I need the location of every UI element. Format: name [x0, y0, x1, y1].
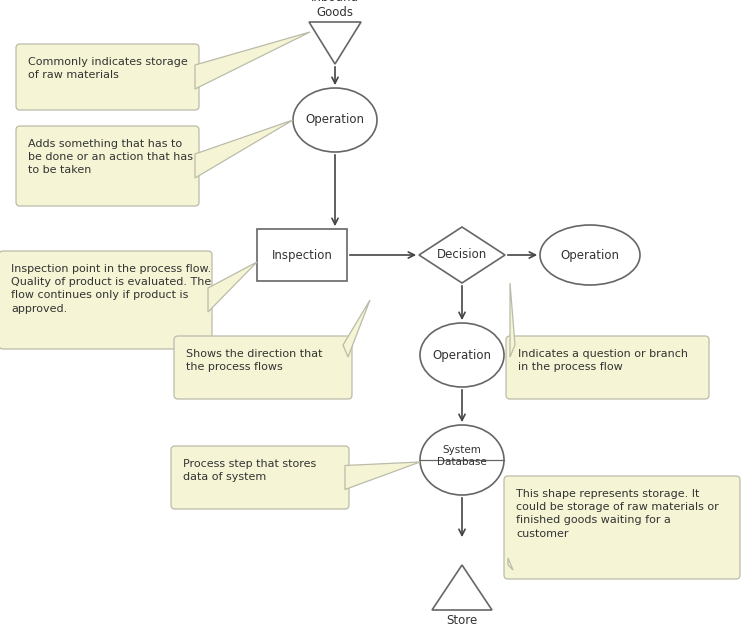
FancyBboxPatch shape [16, 126, 199, 206]
Ellipse shape [540, 225, 640, 285]
Bar [257, 229, 347, 281]
Text: Inspection point in the process flow.
Quality of product is evaluated. The
flow : Inspection point in the process flow. Qu… [11, 264, 211, 314]
Polygon shape [510, 283, 515, 357]
FancyBboxPatch shape [506, 336, 709, 399]
Text: Operation: Operation [433, 349, 491, 361]
Text: Shows the direction that
the process flows: Shows the direction that the process flo… [186, 349, 322, 372]
Polygon shape [432, 565, 492, 610]
Polygon shape [345, 462, 420, 489]
Polygon shape [195, 120, 293, 178]
Polygon shape [508, 558, 513, 570]
FancyBboxPatch shape [16, 44, 199, 110]
Text: Indicates a question or branch
in the process flow: Indicates a question or branch in the pr… [518, 349, 688, 372]
Text: Inspection: Inspection [272, 249, 332, 261]
Text: Operation: Operation [560, 249, 620, 261]
Text: Commonly indicates storage
of raw materials: Commonly indicates storage of raw materi… [28, 57, 188, 80]
Text: Decision: Decision [436, 249, 488, 261]
Text: Inbound
Goods: Inbound Goods [311, 0, 359, 19]
Polygon shape [208, 262, 257, 312]
Ellipse shape [293, 88, 377, 152]
Text: Operation: Operation [305, 114, 364, 126]
FancyBboxPatch shape [171, 446, 349, 509]
Ellipse shape [420, 425, 504, 495]
Polygon shape [343, 300, 370, 357]
FancyBboxPatch shape [504, 476, 740, 579]
Text: This shape represents storage. It
could be storage of raw materials or
finished : This shape represents storage. It could … [516, 489, 718, 539]
FancyBboxPatch shape [0, 251, 212, 349]
Text: Store: Store [446, 614, 478, 625]
Polygon shape [309, 22, 361, 64]
Text: Process step that stores
data of system: Process step that stores data of system [183, 459, 316, 482]
FancyBboxPatch shape [174, 336, 352, 399]
Polygon shape [195, 32, 310, 89]
Polygon shape [419, 227, 505, 283]
Text: Adds something that has to
be done or an action that has
to be taken: Adds something that has to be done or an… [28, 139, 193, 176]
Text: System
Database: System Database [437, 445, 487, 467]
Ellipse shape [420, 323, 504, 387]
